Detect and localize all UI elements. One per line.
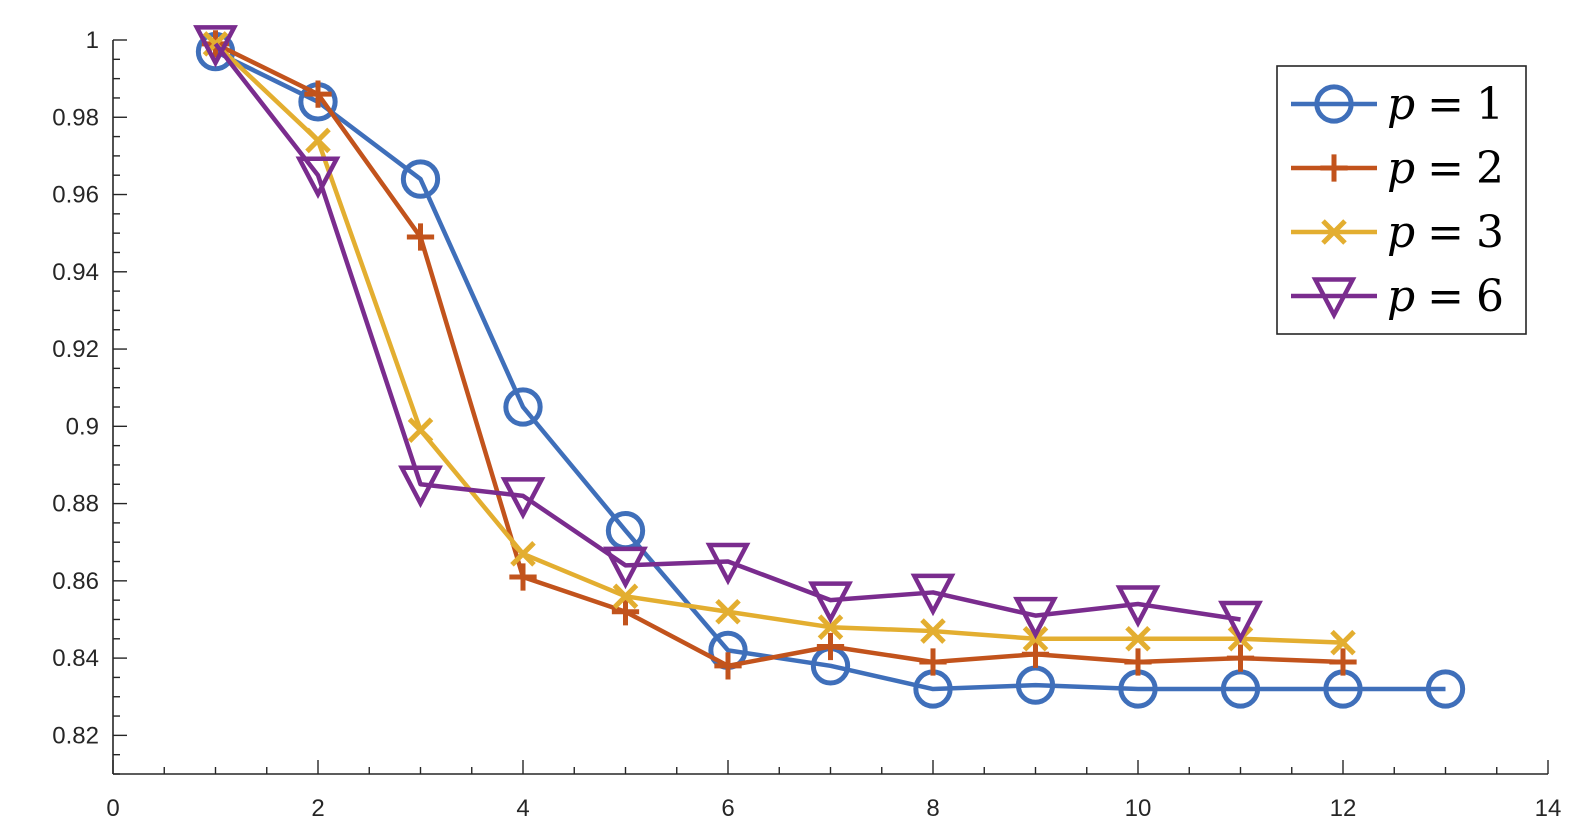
legend-operator: = bbox=[1427, 207, 1464, 258]
data-point bbox=[1220, 669, 1261, 709]
x-tick-label: 8 bbox=[926, 795, 939, 822]
data-point bbox=[714, 652, 742, 680]
data-point bbox=[503, 387, 543, 427]
data-point bbox=[603, 546, 648, 590]
y-tick-label: 0.86 bbox=[52, 568, 99, 595]
legend-number: 1 bbox=[1476, 79, 1504, 130]
data-point bbox=[910, 573, 956, 617]
data-point bbox=[500, 477, 546, 520]
data-point bbox=[510, 541, 536, 567]
data-point bbox=[193, 25, 238, 68]
data-point bbox=[611, 598, 640, 626]
legend-label: p = 6 bbox=[1387, 271, 1504, 322]
data-point bbox=[400, 159, 441, 199]
series-1 bbox=[195, 31, 1466, 709]
legend-operator: = bbox=[1427, 79, 1464, 130]
data-point bbox=[715, 598, 741, 625]
data-point bbox=[1021, 640, 1050, 668]
x-tick-label: 14 bbox=[1535, 795, 1562, 822]
data-point bbox=[816, 632, 845, 661]
axes: 0 2 4 6 8 10 12 140.820.840.860.880.90.920.940.… bbox=[52, 27, 1561, 822]
legend-variable: p bbox=[1387, 207, 1415, 258]
data-point bbox=[817, 614, 844, 640]
legend-variable: p bbox=[1387, 271, 1415, 322]
data-point bbox=[1125, 626, 1151, 652]
y-tick-label: 0.94 bbox=[52, 259, 99, 286]
x-tick-label: 4 bbox=[516, 795, 529, 822]
data-point bbox=[705, 542, 751, 586]
data-point bbox=[1013, 596, 1058, 640]
x-tick-label: 10 bbox=[1125, 795, 1152, 822]
y-tick-label: 1 bbox=[86, 27, 99, 54]
series-line bbox=[213, 42, 1241, 622]
series-line bbox=[213, 42, 1344, 645]
legend-entry-4: p = 6 bbox=[1291, 271, 1504, 322]
data-point bbox=[919, 648, 947, 676]
legend-number: 6 bbox=[1476, 271, 1504, 322]
data-point bbox=[398, 465, 443, 509]
data-point bbox=[1226, 644, 1255, 672]
y-tick-label: 0.84 bbox=[52, 645, 99, 672]
y-tick-label: 0.88 bbox=[52, 491, 99, 518]
legend-entry-3: p = 3 bbox=[1291, 207, 1504, 258]
y-tick-label: 0.82 bbox=[52, 722, 99, 749]
legend-marker bbox=[1321, 219, 1347, 245]
data-point bbox=[305, 127, 331, 154]
series-line bbox=[214, 41, 1344, 669]
series-2 bbox=[201, 30, 1357, 680]
data-point bbox=[407, 417, 434, 443]
legend: p = 1p = 2p = 3p = 6 bbox=[1276, 65, 1527, 335]
x-tick-label: 2 bbox=[311, 795, 324, 822]
data-point bbox=[612, 583, 639, 610]
x-tick-label: 6 bbox=[721, 795, 734, 822]
data-point bbox=[1330, 629, 1356, 656]
legend-label: p = 1 bbox=[1387, 79, 1504, 130]
data-point bbox=[1124, 648, 1152, 676]
legend-variable: p bbox=[1387, 143, 1415, 194]
y-tick-label: 0.92 bbox=[52, 336, 99, 363]
series-layer bbox=[193, 25, 1466, 709]
y-tick-label: 0.9 bbox=[66, 413, 99, 440]
legend-operator: = bbox=[1427, 271, 1464, 322]
series-3 bbox=[202, 31, 1356, 656]
data-point bbox=[1329, 648, 1357, 676]
data-point bbox=[920, 618, 946, 644]
series-line bbox=[214, 49, 1446, 692]
legend-label: p = 2 bbox=[1387, 143, 1504, 194]
data-point bbox=[406, 223, 435, 251]
data-point bbox=[295, 156, 341, 200]
x-tick-label: 12 bbox=[1330, 795, 1357, 822]
legend-marker bbox=[1320, 154, 1348, 182]
legend-number: 2 bbox=[1476, 143, 1504, 194]
legend-entry-1: p = 1 bbox=[1291, 79, 1504, 130]
legend-marker bbox=[1311, 277, 1357, 320]
legend-entry-2: p = 2 bbox=[1291, 143, 1504, 194]
data-point bbox=[509, 563, 537, 591]
y-tick-label: 0.96 bbox=[52, 182, 99, 209]
data-point bbox=[1015, 665, 1056, 705]
x-tick-label: 0 bbox=[106, 795, 119, 822]
legend-operator: = bbox=[1427, 143, 1464, 194]
legend-number: 3 bbox=[1476, 207, 1504, 258]
data-point bbox=[304, 80, 332, 108]
data-point bbox=[1425, 669, 1466, 709]
data-point bbox=[808, 581, 853, 624]
legend-marker bbox=[1314, 84, 1354, 124]
legend-label: p = 3 bbox=[1387, 207, 1504, 258]
data-point bbox=[1115, 585, 1161, 628]
series-4 bbox=[193, 25, 1263, 644]
legend-variable: p bbox=[1387, 79, 1415, 130]
y-tick-label: 0.98 bbox=[52, 104, 99, 131]
data-point bbox=[1218, 600, 1263, 644]
